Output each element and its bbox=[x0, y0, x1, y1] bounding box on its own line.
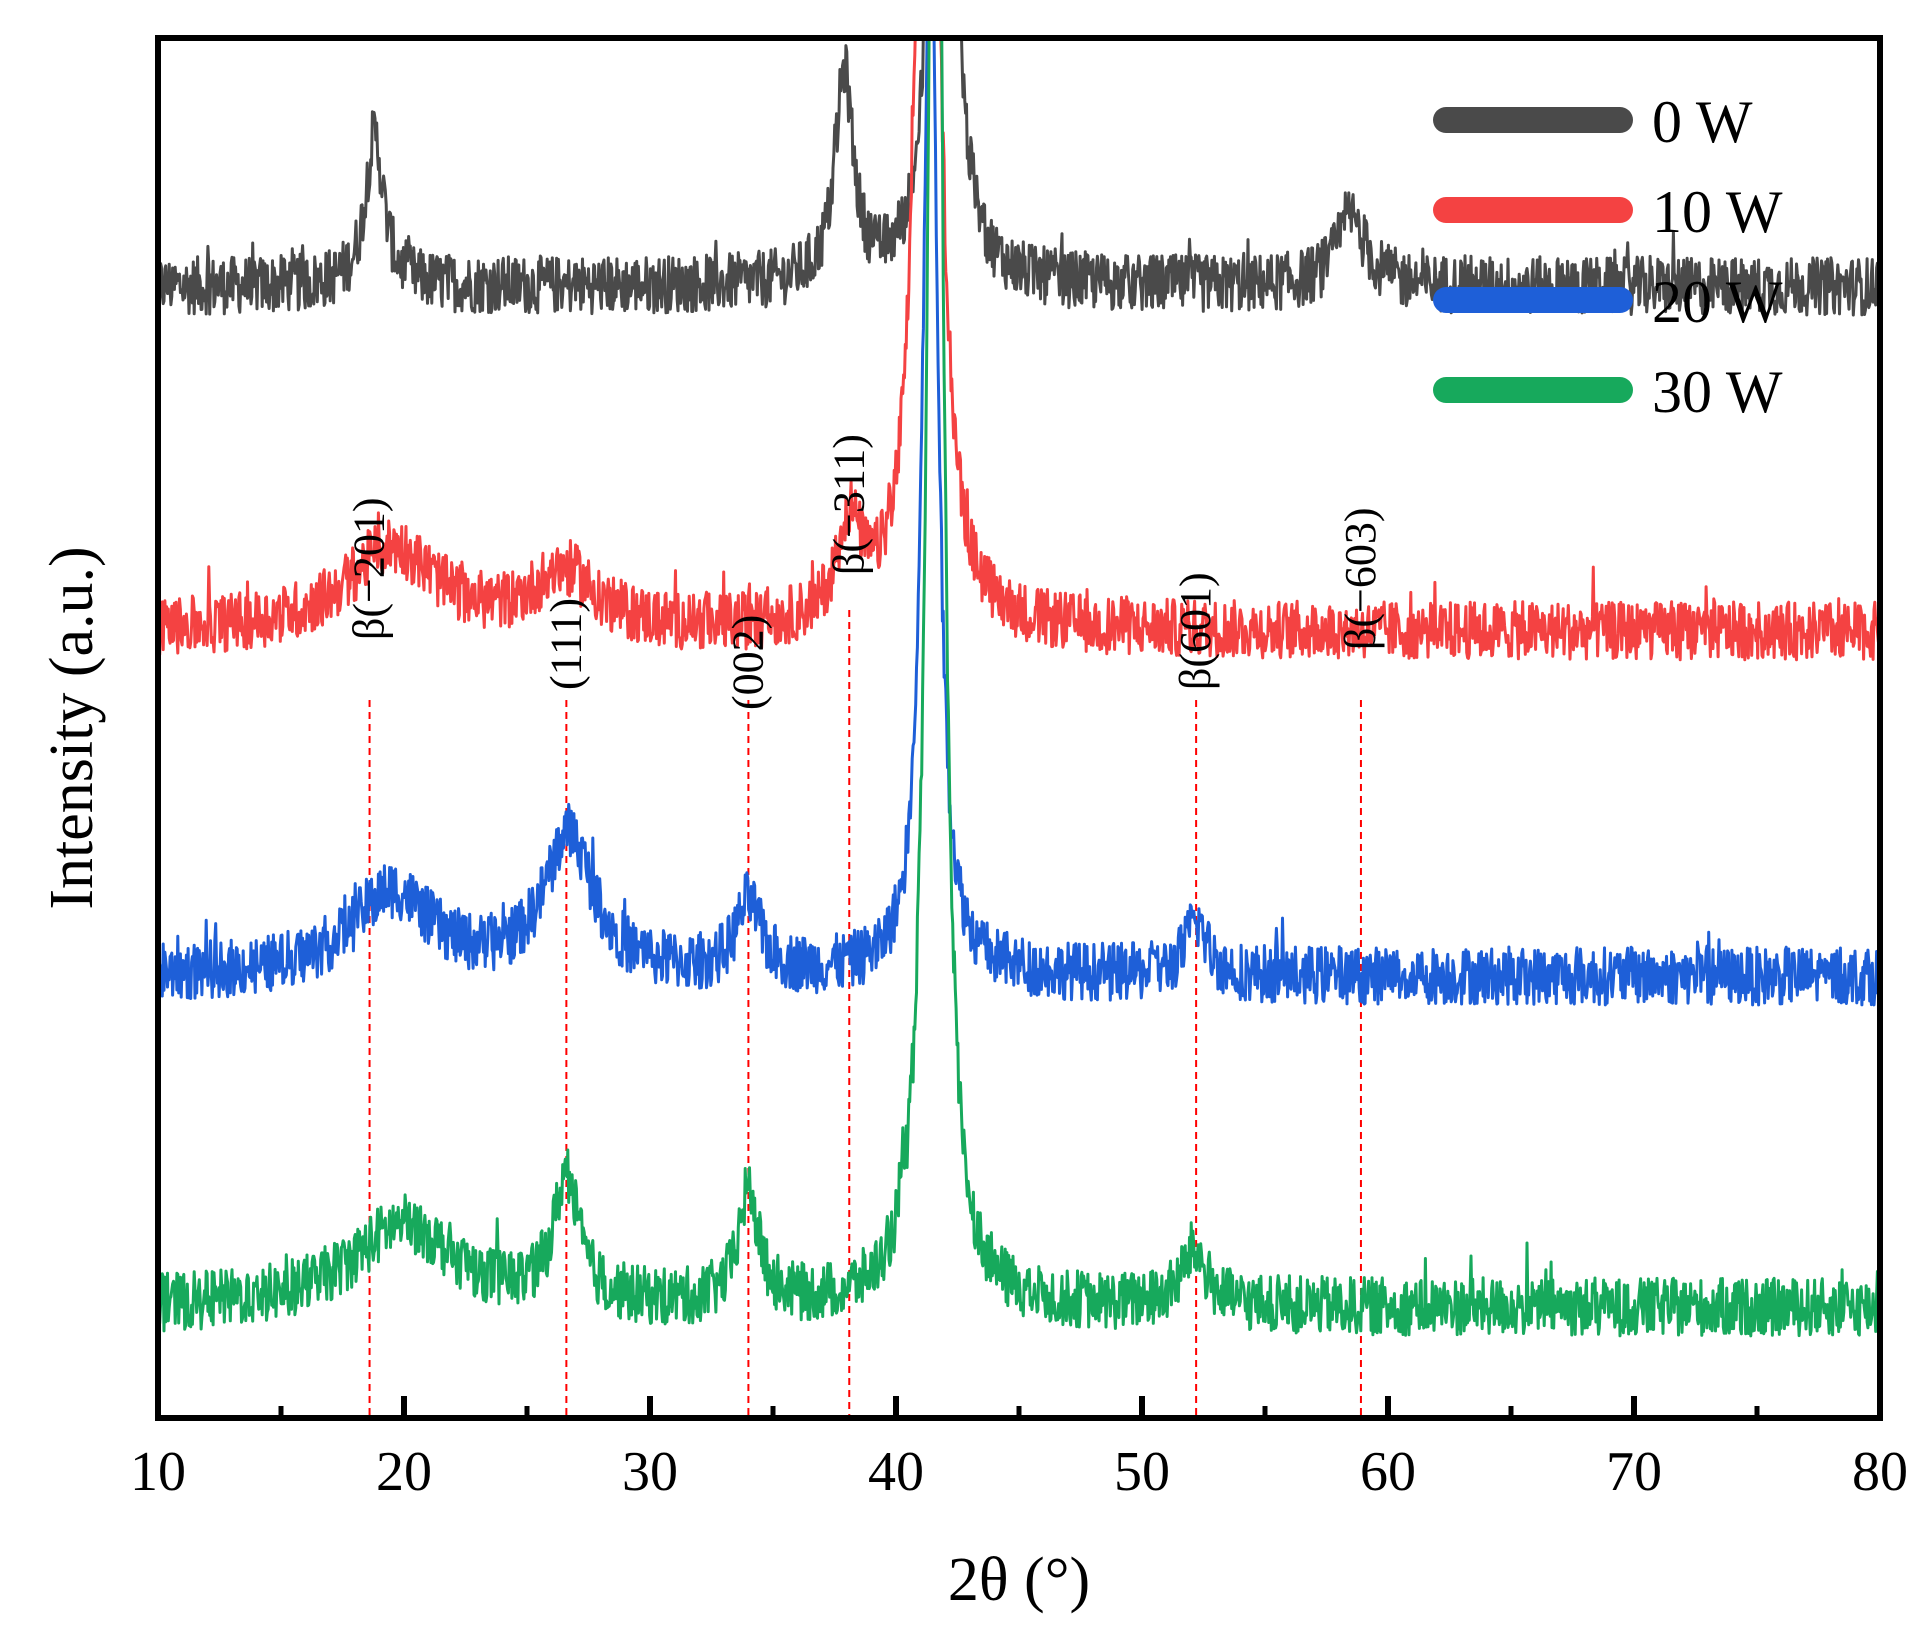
x-axis-title: 2θ (°) bbox=[948, 1546, 1090, 1614]
y-axis-title: Intensity (a.u.) bbox=[38, 546, 106, 909]
peak-label: β(−201) bbox=[345, 497, 394, 640]
peak-label: (002) bbox=[723, 615, 772, 710]
x-tick-label: 20 bbox=[376, 1441, 432, 1503]
series-line-30w bbox=[158, 38, 1880, 1338]
x-tick-label: 10 bbox=[130, 1441, 186, 1503]
x-tick-label: 60 bbox=[1360, 1441, 1416, 1503]
x-tick-label: 80 bbox=[1852, 1441, 1908, 1503]
legend-label: 20 W bbox=[1652, 269, 1783, 335]
x-axis-ticks: 10 20 30 40 50 60 70 80 bbox=[130, 1396, 1908, 1503]
series-line-20w bbox=[158, 38, 1880, 1007]
legend-label: 10 W bbox=[1652, 179, 1783, 245]
peak-label: β(−603) bbox=[1336, 507, 1385, 650]
x-tick-label: 40 bbox=[868, 1441, 924, 1503]
legend: 0 W 10 W 20 W 30 W bbox=[1433, 89, 1783, 425]
peak-label: (111) bbox=[541, 598, 590, 690]
x-tick-label: 30 bbox=[622, 1441, 678, 1503]
peak-label: β(−311) bbox=[824, 434, 873, 575]
legend-label: 0 W bbox=[1652, 89, 1753, 155]
series-line-10w bbox=[158, 38, 1880, 662]
x-tick-label: 70 bbox=[1606, 1441, 1662, 1503]
peak-labels: β(−201) (111) (002) β(−311) β(601) β(−603) bbox=[345, 434, 1385, 710]
series-layer bbox=[158, 38, 1880, 1338]
x-tick-label: 50 bbox=[1114, 1441, 1170, 1503]
legend-label: 30 W bbox=[1652, 359, 1783, 425]
peak-label: β(601) bbox=[1171, 572, 1220, 690]
